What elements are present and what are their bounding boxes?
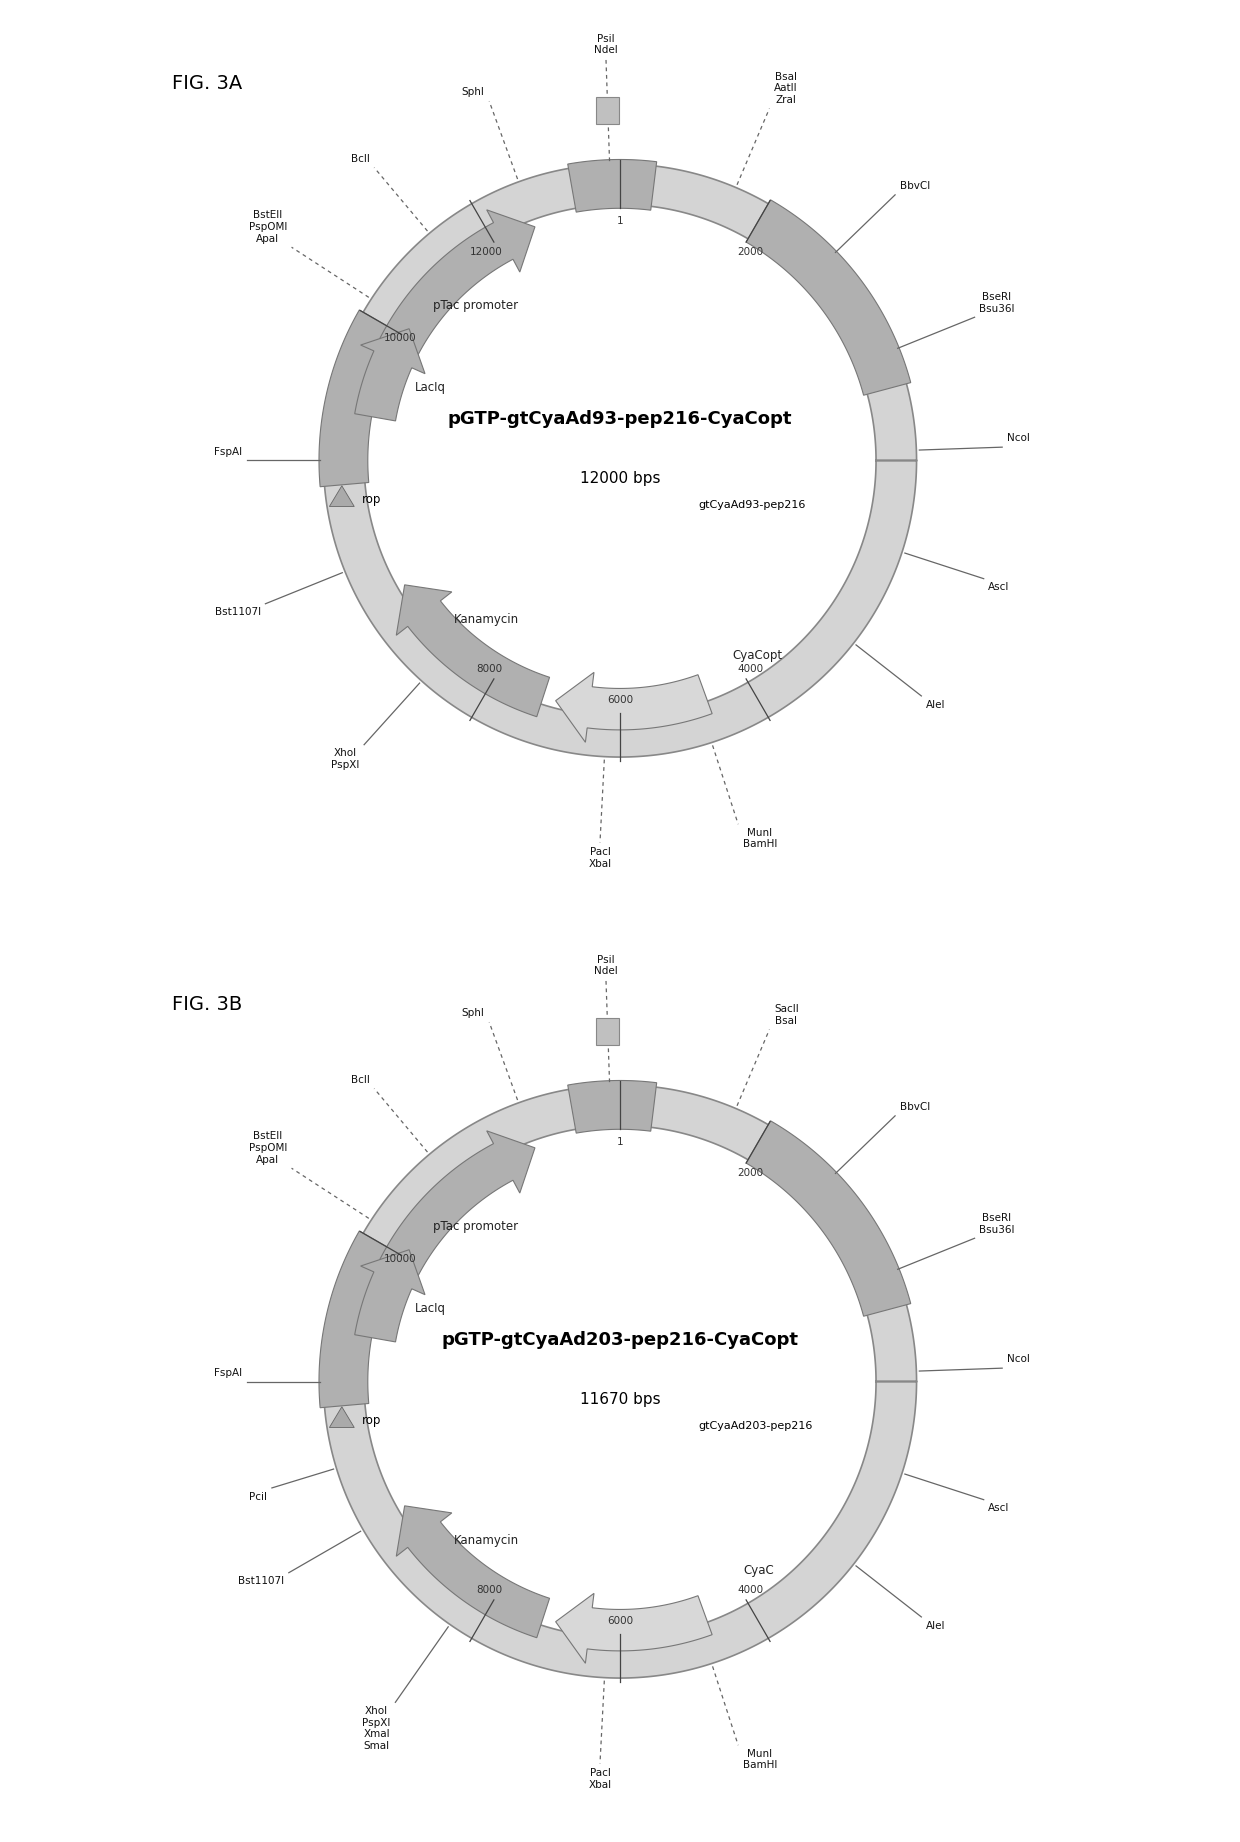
FancyBboxPatch shape bbox=[596, 1019, 619, 1046]
Polygon shape bbox=[568, 160, 657, 212]
Text: 12000 bps: 12000 bps bbox=[580, 472, 660, 486]
Text: PacI
XbaI: PacI XbaI bbox=[589, 1768, 611, 1790]
Text: Kanamycin: Kanamycin bbox=[454, 613, 520, 626]
Text: PsiI
NdeI: PsiI NdeI bbox=[594, 33, 618, 55]
Polygon shape bbox=[355, 1249, 425, 1343]
Text: 6000: 6000 bbox=[606, 1617, 634, 1626]
Text: 6000: 6000 bbox=[606, 694, 634, 705]
Text: PciI: PciI bbox=[249, 1492, 268, 1501]
Text: 2000: 2000 bbox=[738, 1168, 764, 1179]
Text: 4000: 4000 bbox=[738, 1584, 764, 1595]
Text: AscI: AscI bbox=[988, 1503, 1009, 1514]
Text: gtCyaAd93-pep216: gtCyaAd93-pep216 bbox=[698, 499, 806, 510]
Text: PacI
XbaI: PacI XbaI bbox=[589, 847, 611, 869]
Text: MunI
BamHI: MunI BamHI bbox=[743, 827, 777, 849]
Text: 8000: 8000 bbox=[476, 663, 502, 674]
Text: 11670 bps: 11670 bps bbox=[579, 1393, 661, 1407]
Text: BstEII
PspOMI
ApaI: BstEII PspOMI ApaI bbox=[248, 1131, 286, 1164]
Text: SphI: SphI bbox=[461, 87, 485, 98]
Text: 4000: 4000 bbox=[738, 663, 764, 674]
Text: LacIq: LacIq bbox=[415, 1302, 446, 1315]
Text: BsaI
AatII
ZraI: BsaI AatII ZraI bbox=[774, 72, 797, 105]
FancyBboxPatch shape bbox=[596, 98, 619, 125]
Text: pTac promoter: pTac promoter bbox=[433, 298, 518, 311]
Text: FIG. 3A: FIG. 3A bbox=[172, 74, 243, 92]
Text: MunI
BamHI: MunI BamHI bbox=[743, 1748, 777, 1770]
Text: rop: rop bbox=[362, 494, 382, 507]
Text: NcoI: NcoI bbox=[1007, 1354, 1029, 1365]
Text: AscI: AscI bbox=[988, 582, 1009, 593]
Text: LacIq: LacIq bbox=[415, 381, 446, 394]
Text: pGTP-gtCyaAd93-pep216-CyaCopt: pGTP-gtCyaAd93-pep216-CyaCopt bbox=[448, 411, 792, 427]
Text: Bst1107I: Bst1107I bbox=[238, 1577, 284, 1586]
Text: BstEII
PspOMI
ApaI: BstEII PspOMI ApaI bbox=[248, 210, 286, 243]
Text: FspAI: FspAI bbox=[215, 1369, 242, 1378]
Text: 1: 1 bbox=[616, 216, 624, 227]
Text: CyaC: CyaC bbox=[743, 1564, 774, 1577]
Polygon shape bbox=[355, 328, 425, 422]
Text: NcoI: NcoI bbox=[1007, 433, 1029, 444]
Text: FIG. 3B: FIG. 3B bbox=[172, 995, 243, 1013]
Polygon shape bbox=[397, 1507, 549, 1638]
Polygon shape bbox=[746, 199, 910, 396]
Text: AleI: AleI bbox=[926, 700, 945, 709]
Text: AleI: AleI bbox=[926, 1621, 945, 1630]
Text: 10000: 10000 bbox=[384, 1254, 417, 1264]
Text: BclI: BclI bbox=[351, 1076, 370, 1085]
Polygon shape bbox=[556, 672, 712, 742]
Polygon shape bbox=[330, 1407, 355, 1428]
Polygon shape bbox=[319, 309, 402, 486]
Text: Bst1107I: Bst1107I bbox=[215, 608, 260, 617]
Text: XhoI
PspXI: XhoI PspXI bbox=[331, 748, 360, 770]
Polygon shape bbox=[376, 1131, 534, 1286]
Text: rop: rop bbox=[362, 1415, 382, 1428]
Text: BseRI
Bsu36I: BseRI Bsu36I bbox=[980, 1214, 1014, 1234]
Text: CyaCopt: CyaCopt bbox=[733, 650, 782, 663]
Text: SacII
BsaI: SacII BsaI bbox=[774, 1004, 799, 1026]
Text: SphI: SphI bbox=[461, 1008, 485, 1019]
Text: pGTP-gtCyaAd203-pep216-CyaCopt: pGTP-gtCyaAd203-pep216-CyaCopt bbox=[441, 1332, 799, 1348]
Polygon shape bbox=[324, 164, 916, 757]
Polygon shape bbox=[397, 586, 549, 717]
Text: PsiI
NdeI: PsiI NdeI bbox=[594, 954, 618, 976]
Polygon shape bbox=[319, 1230, 402, 1407]
Text: BbvCI: BbvCI bbox=[900, 1102, 930, 1113]
Text: 2000: 2000 bbox=[738, 247, 764, 258]
Text: BseRI
Bsu36I: BseRI Bsu36I bbox=[980, 293, 1014, 313]
Polygon shape bbox=[568, 1081, 657, 1133]
Text: BclI: BclI bbox=[351, 155, 370, 164]
Polygon shape bbox=[324, 1085, 916, 1678]
Text: 1: 1 bbox=[616, 1137, 624, 1146]
Text: 12000: 12000 bbox=[470, 247, 502, 258]
Polygon shape bbox=[746, 1120, 910, 1317]
Polygon shape bbox=[376, 210, 534, 365]
Text: BbvCI: BbvCI bbox=[900, 181, 930, 192]
Text: gtCyaAd203-pep216: gtCyaAd203-pep216 bbox=[698, 1420, 812, 1431]
Text: FspAI: FspAI bbox=[215, 448, 242, 457]
Polygon shape bbox=[556, 1593, 712, 1663]
Text: 10000: 10000 bbox=[384, 333, 417, 343]
Text: pTac promoter: pTac promoter bbox=[433, 1219, 518, 1232]
Text: XhoI
PspXI
XmaI
SmaI: XhoI PspXI XmaI SmaI bbox=[362, 1706, 391, 1750]
Polygon shape bbox=[330, 486, 355, 507]
Text: 8000: 8000 bbox=[476, 1584, 502, 1595]
Text: Kanamycin: Kanamycin bbox=[454, 1534, 520, 1547]
